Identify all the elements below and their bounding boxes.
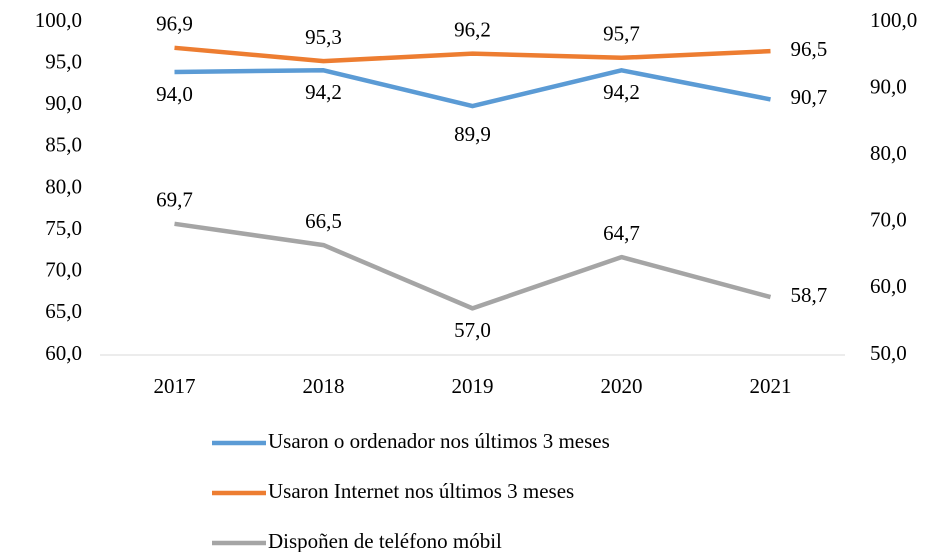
data-label: 96,9 bbox=[156, 12, 193, 36]
y2-tick-label: 60,0 bbox=[870, 274, 907, 298]
y-tick-label: 75,0 bbox=[45, 216, 82, 240]
data-label: 89,9 bbox=[454, 122, 491, 146]
x-tick-label: 2019 bbox=[452, 374, 494, 398]
data-label: 95,3 bbox=[305, 25, 342, 49]
data-label: 69,7 bbox=[156, 188, 193, 212]
x-tick-label: 2021 bbox=[750, 374, 792, 398]
legend-label: Usaron Internet nos últimos 3 meses bbox=[268, 479, 574, 503]
data-label: 94,2 bbox=[305, 80, 342, 104]
y2-tick-label: 50,0 bbox=[870, 341, 907, 365]
y2-tick-label: 80,0 bbox=[870, 141, 907, 165]
y2-tick-label: 70,0 bbox=[870, 208, 907, 232]
data-label: 66,5 bbox=[305, 209, 342, 233]
series-line bbox=[174, 221, 772, 311]
series-line bbox=[174, 68, 771, 109]
data-label: 95,7 bbox=[603, 22, 640, 46]
y-tick-label: 85,0 bbox=[45, 133, 82, 157]
x-tick-label: 2020 bbox=[601, 374, 643, 398]
series-line bbox=[174, 45, 771, 64]
y2-tick-label: 90,0 bbox=[870, 74, 907, 98]
legend-label: Dispoñen de teléfono móbil bbox=[268, 529, 502, 552]
data-label: 64,7 bbox=[603, 221, 640, 245]
data-label: 94,0 bbox=[156, 82, 193, 106]
data-label: 96,5 bbox=[791, 37, 828, 61]
y-tick-label: 80,0 bbox=[45, 174, 82, 198]
data-label: 94,2 bbox=[603, 80, 640, 104]
data-label: 58,7 bbox=[791, 283, 828, 307]
data-label: 96,2 bbox=[454, 17, 491, 41]
y-tick-label: 95,0 bbox=[45, 49, 82, 73]
x-tick-label: 2018 bbox=[303, 374, 345, 398]
y-tick-label: 70,0 bbox=[45, 258, 82, 282]
data-label: 57,0 bbox=[454, 318, 491, 342]
x-tick-label: 2017 bbox=[154, 374, 196, 398]
y-tick-label: 100,0 bbox=[35, 8, 82, 32]
y-tick-label: 90,0 bbox=[45, 91, 82, 115]
y-tick-label: 65,0 bbox=[45, 299, 82, 323]
y-tick-label: 60,0 bbox=[45, 341, 82, 365]
y2-tick-label: 100,0 bbox=[870, 8, 917, 32]
legend-label: Usaron o ordenador nos últimos 3 meses bbox=[268, 429, 610, 453]
data-label: 90,7 bbox=[791, 85, 828, 109]
